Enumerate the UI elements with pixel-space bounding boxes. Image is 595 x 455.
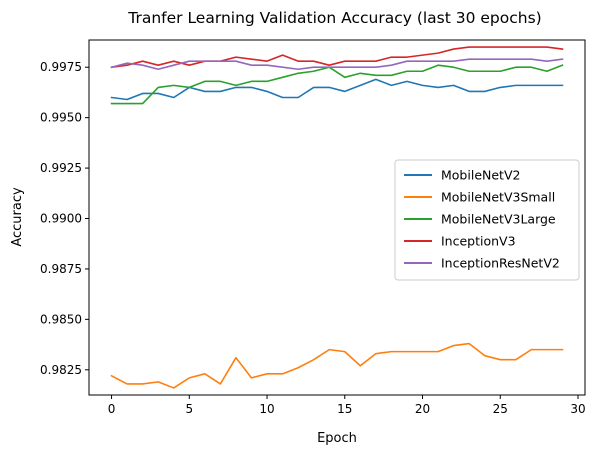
- legend-label-1: MobileNetV3Small: [441, 190, 555, 205]
- x-tick-label: 10: [259, 402, 274, 416]
- plot-frame: [88, 39, 586, 396]
- series-line-1: [110, 342, 564, 389]
- legend: MobileNetV2 MobileNetV3Small MobileNetV3La…: [394, 159, 580, 281]
- legend-label-2: MobileNetV3Large: [441, 212, 556, 227]
- series-line-4: [110, 58, 564, 71]
- series-line-2: [110, 64, 564, 105]
- series-line-0: [110, 78, 564, 101]
- y-tick-label: 0.9975: [40, 60, 82, 74]
- x-tick-label: 0: [108, 402, 116, 416]
- legend-label-3: InceptionV3: [441, 234, 516, 249]
- x-tick-label: 15: [337, 402, 352, 416]
- series-layer: [110, 46, 564, 389]
- y-axis: 0.9825 0.9850 0.9875 0.9900 0.9925 0.9950 0.99…: [40, 60, 89, 377]
- x-tick-label: 30: [570, 402, 585, 416]
- legend-box: [394, 159, 580, 281]
- y-tick-label: 0.9925: [40, 161, 82, 175]
- y-tick-label: 0.9875: [40, 262, 82, 276]
- series-line-3: [110, 46, 564, 69]
- x-tick-label: 25: [493, 402, 508, 416]
- x-tick-label: 20: [415, 402, 430, 416]
- legend-label-0: MobileNetV2: [441, 168, 520, 183]
- chart-title: Tranfer Learning Validation Accuracy (la…: [127, 9, 541, 27]
- y-tick-label: 0.9825: [40, 363, 82, 377]
- y-tick-label: 0.9950: [40, 111, 82, 125]
- y-axis-label: Accuracy: [10, 187, 25, 247]
- y-tick-label: 0.9850: [40, 312, 82, 326]
- x-tick-label: 5: [185, 402, 193, 416]
- x-axis-label: Epoch: [317, 431, 357, 446]
- y-tick-label: 0.9900: [40, 212, 82, 226]
- x-axis: 0 5 10 15 20 25 30: [108, 395, 586, 416]
- legend-label-4: InceptionResNetV2: [441, 256, 560, 271]
